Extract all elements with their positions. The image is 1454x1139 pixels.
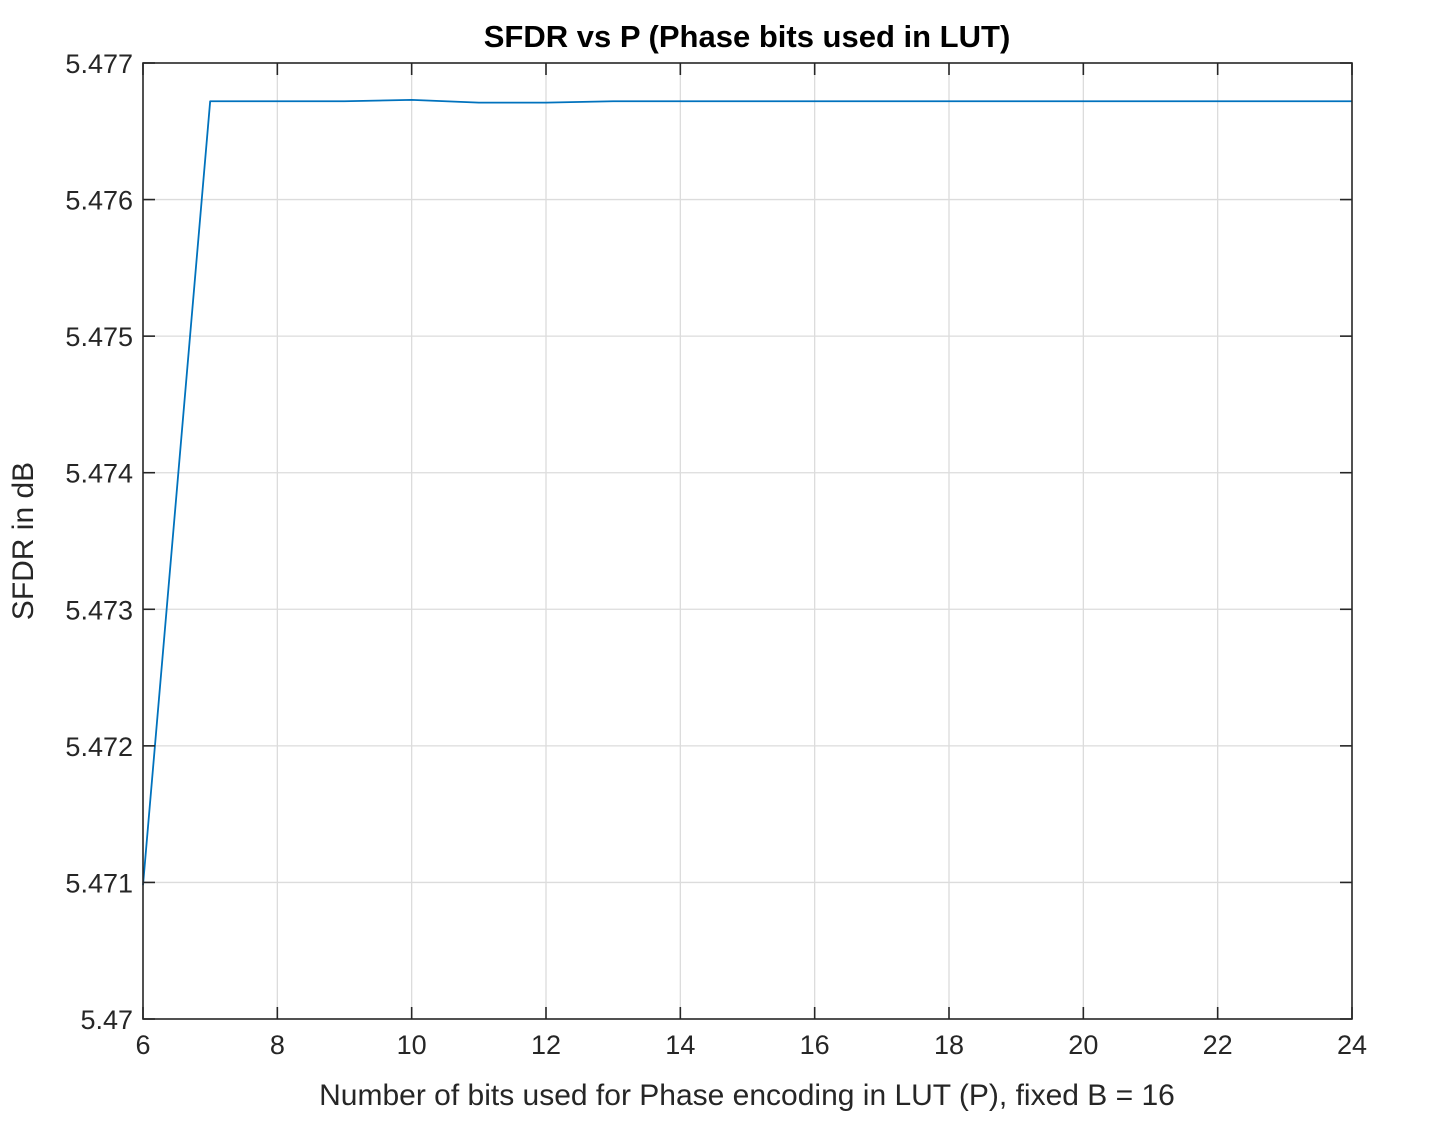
x-tick-label: 6 [135,1030,150,1060]
y-tick-label: 5.471 [65,868,133,898]
y-tick-label: 5.474 [65,459,133,489]
y-tick-labels: 5.47 5.471 5.472 5.473 5.474 5.475 5.476 5.477 [65,49,133,1035]
y-axis-label: SFDR in dB [7,462,40,620]
plot-frame [142,62,1353,1020]
series-line [142,98,1352,886]
tick-marks [142,62,1353,1020]
y-tick-label: 5.477 [65,49,133,79]
y-tick-label: 5.475 [65,322,133,352]
x-axis-label: Number of bits used for Phase encoding i… [319,1079,1175,1112]
x-tick-label: 24 [1337,1030,1367,1060]
x-tick-label: 12 [531,1030,561,1060]
x-tick-labels: 6 8 10 12 14 16 18 20 22 24 [135,1030,1367,1060]
series-layer [142,98,1352,886]
x-tick-label: 14 [665,1030,695,1060]
y-tick-label: 5.473 [65,595,133,625]
y-tick-label: 5.47 [80,1005,133,1035]
x-tick-label: 20 [1068,1030,1098,1060]
x-tick-label: 16 [800,1030,830,1060]
y-tick-label: 5.472 [65,732,133,762]
chart-title: SFDR vs P (Phase bits used in LUT) [484,19,1011,54]
x-tick-label: 22 [1203,1030,1233,1060]
grid-lines [143,63,1352,1019]
x-tick-label: 10 [397,1030,427,1060]
x-tick-label: 18 [934,1030,964,1060]
x-tick-label: 8 [270,1030,285,1060]
y-tick-label: 5.476 [65,186,133,216]
